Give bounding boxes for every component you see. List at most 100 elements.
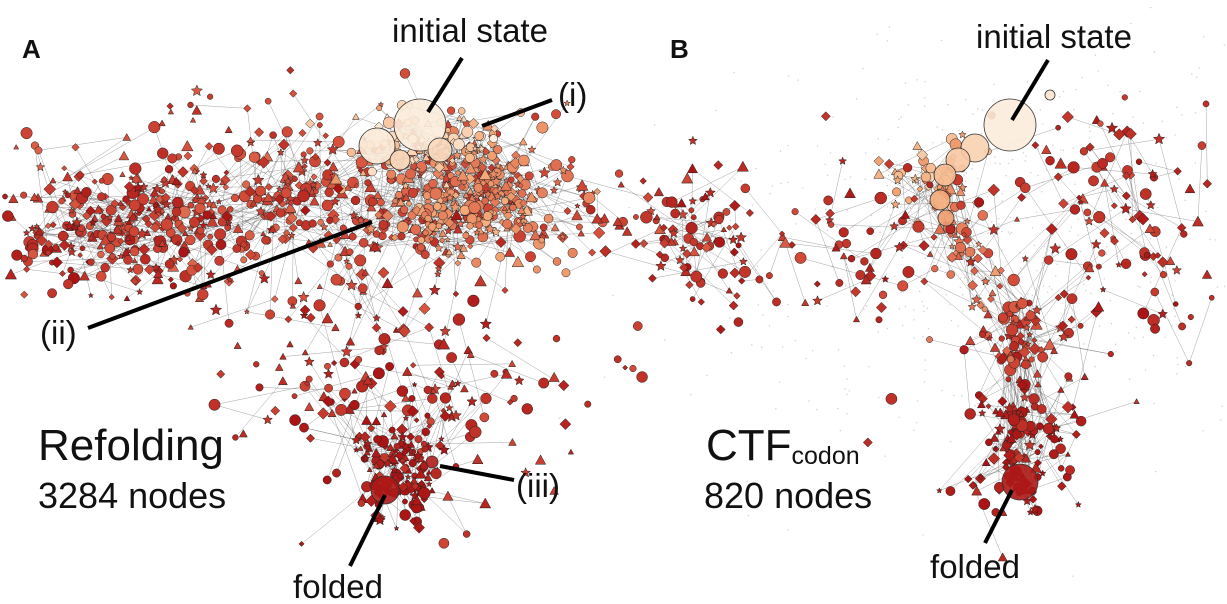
node — [518, 154, 530, 167]
node — [502, 219, 513, 229]
node — [1154, 252, 1162, 259]
node — [1085, 274, 1092, 281]
edge — [903, 245, 1001, 287]
node — [64, 220, 75, 231]
node — [261, 235, 270, 245]
node — [158, 239, 167, 247]
node — [495, 236, 507, 249]
node — [468, 201, 481, 214]
edge — [982, 187, 1026, 216]
node — [335, 403, 348, 416]
node — [231, 193, 240, 203]
node — [670, 208, 680, 219]
node — [108, 293, 115, 301]
node — [1107, 350, 1114, 358]
node — [576, 223, 583, 231]
node — [574, 202, 581, 209]
edge — [964, 338, 990, 350]
node — [456, 219, 466, 228]
background-dot — [868, 366, 870, 368]
edge — [1016, 209, 1075, 220]
node — [468, 117, 480, 130]
edge — [443, 248, 464, 345]
node — [304, 380, 311, 387]
node — [61, 188, 69, 195]
edge — [1013, 202, 1082, 281]
node — [99, 234, 112, 245]
node — [393, 443, 401, 450]
node — [49, 177, 57, 184]
node — [364, 222, 377, 235]
edge — [1034, 340, 1111, 355]
node — [406, 200, 412, 207]
background-dot — [963, 277, 966, 279]
edge — [1143, 227, 1182, 314]
node — [439, 325, 452, 337]
node — [536, 121, 549, 134]
node — [1201, 269, 1213, 279]
node — [407, 187, 419, 198]
node — [122, 133, 132, 141]
edge — [491, 167, 584, 197]
edge — [470, 227, 556, 247]
edge — [360, 172, 364, 220]
background-dot — [846, 413, 848, 415]
edge — [267, 101, 313, 194]
background-dot — [870, 214, 873, 217]
node — [1014, 408, 1023, 416]
node — [979, 330, 987, 339]
node — [1023, 438, 1036, 451]
node — [300, 151, 307, 158]
annotation: (iii) — [516, 467, 560, 504]
background-dot — [751, 344, 753, 346]
node — [1173, 166, 1182, 176]
node — [559, 418, 572, 431]
node — [401, 192, 411, 202]
background-dot — [863, 308, 865, 311]
edge — [520, 178, 593, 253]
node — [128, 212, 139, 221]
node — [428, 178, 438, 189]
background-dot — [1048, 285, 1051, 288]
background-dot — [1035, 211, 1037, 214]
edge — [918, 226, 977, 300]
node — [160, 198, 173, 210]
node — [376, 198, 385, 207]
background-dot — [1171, 325, 1173, 327]
node — [1034, 380, 1042, 388]
node — [466, 395, 478, 407]
background-dot — [715, 109, 717, 112]
edge — [384, 338, 440, 345]
edge — [250, 139, 339, 143]
edge — [1114, 189, 1163, 263]
node — [348, 210, 359, 220]
node — [402, 366, 413, 376]
node — [212, 142, 225, 155]
background-dot — [923, 381, 926, 383]
node — [831, 243, 841, 252]
edge — [843, 176, 930, 233]
node — [467, 243, 474, 250]
node — [217, 217, 228, 227]
background-dot — [1191, 73, 1193, 75]
node — [397, 481, 409, 493]
node — [117, 252, 125, 260]
node — [538, 237, 545, 244]
node — [479, 412, 490, 423]
node — [330, 196, 341, 206]
background-dot — [1039, 109, 1042, 111]
background-dot — [802, 187, 804, 189]
node — [524, 171, 534, 181]
node — [287, 199, 295, 207]
edge — [794, 211, 865, 262]
background-dot — [1010, 231, 1013, 234]
node — [551, 109, 561, 120]
node — [426, 417, 435, 426]
node — [264, 183, 273, 192]
background-dot — [1165, 246, 1168, 248]
background-dot — [787, 315, 789, 318]
node — [989, 342, 1001, 352]
background-dot — [1088, 126, 1091, 128]
node — [978, 408, 987, 417]
node — [617, 180, 625, 188]
